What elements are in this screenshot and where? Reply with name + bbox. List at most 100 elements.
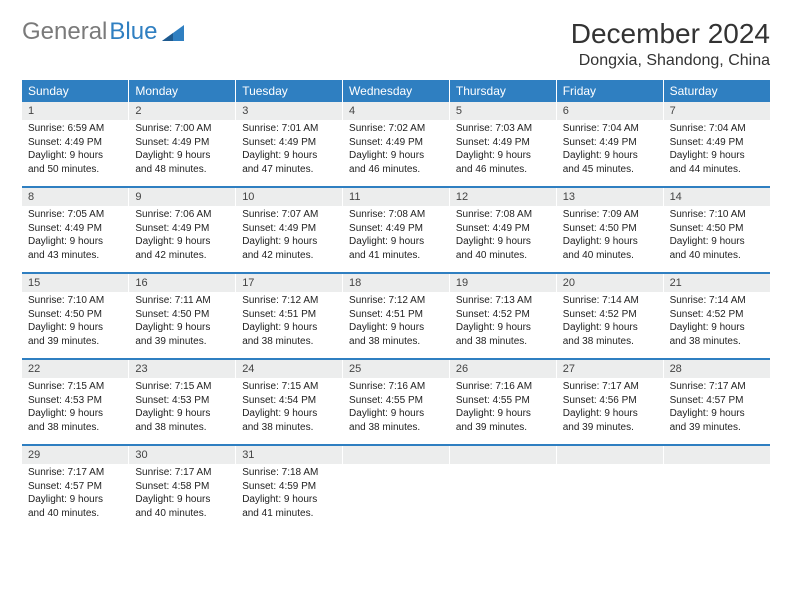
sunrise-line: Sunrise: 7:08 AM	[349, 208, 443, 222]
day-detail-cell	[449, 464, 556, 530]
sunrise-line: Sunrise: 7:18 AM	[242, 466, 336, 480]
daylight-line: Daylight: 9 hours and 40 minutes.	[563, 235, 657, 262]
sunset-line: Sunset: 4:54 PM	[242, 394, 336, 408]
sunset-line: Sunset: 4:56 PM	[563, 394, 657, 408]
daylight-line: Daylight: 9 hours and 42 minutes.	[135, 235, 229, 262]
day-detail-cell: Sunrise: 7:10 AMSunset: 4:50 PMDaylight:…	[22, 292, 129, 359]
day-number-cell: 2	[129, 102, 236, 120]
sunrise-line: Sunrise: 7:15 AM	[28, 380, 122, 394]
daylight-line: Daylight: 9 hours and 39 minutes.	[28, 321, 122, 348]
sunset-line: Sunset: 4:49 PM	[456, 136, 550, 150]
sunrise-line: Sunrise: 7:04 AM	[670, 122, 764, 136]
sunset-line: Sunset: 4:49 PM	[242, 222, 336, 236]
daylight-line: Daylight: 9 hours and 39 minutes.	[563, 407, 657, 434]
sunset-line: Sunset: 4:49 PM	[349, 222, 443, 236]
day-detail-cell: Sunrise: 7:12 AMSunset: 4:51 PMDaylight:…	[236, 292, 343, 359]
sunset-line: Sunset: 4:53 PM	[28, 394, 122, 408]
sunset-line: Sunset: 4:49 PM	[563, 136, 657, 150]
daylight-line: Daylight: 9 hours and 45 minutes.	[563, 149, 657, 176]
sunset-line: Sunset: 4:52 PM	[670, 308, 764, 322]
sunrise-line: Sunrise: 7:17 AM	[670, 380, 764, 394]
day-number-cell: 8	[22, 188, 129, 206]
sunrise-line: Sunrise: 7:17 AM	[563, 380, 657, 394]
sunrise-line: Sunrise: 7:04 AM	[563, 122, 657, 136]
col-saturday: Saturday	[663, 80, 770, 102]
day-detail-cell: Sunrise: 7:17 AMSunset: 4:57 PMDaylight:…	[22, 464, 129, 530]
day-number-cell: 20	[556, 274, 663, 292]
day-number-cell	[449, 446, 556, 464]
day-detail-cell	[556, 464, 663, 530]
day-detail-cell: Sunrise: 7:14 AMSunset: 4:52 PMDaylight:…	[556, 292, 663, 359]
sunset-line: Sunset: 4:51 PM	[242, 308, 336, 322]
sunset-line: Sunset: 4:55 PM	[349, 394, 443, 408]
day-number-row: 891011121314	[22, 188, 770, 206]
day-detail-cell: Sunrise: 7:08 AMSunset: 4:49 PMDaylight:…	[343, 206, 450, 273]
day-detail-cell: Sunrise: 7:13 AMSunset: 4:52 PMDaylight:…	[449, 292, 556, 359]
sunset-line: Sunset: 4:58 PM	[135, 480, 229, 494]
header: GeneralBlue December 2024 Dongxia, Shand…	[22, 18, 770, 70]
col-friday: Friday	[556, 80, 663, 102]
daylight-line: Daylight: 9 hours and 39 minutes.	[135, 321, 229, 348]
day-number-cell: 15	[22, 274, 129, 292]
sunrise-line: Sunrise: 7:16 AM	[349, 380, 443, 394]
day-number-cell: 10	[236, 188, 343, 206]
day-number-cell: 25	[343, 360, 450, 378]
logo-triangle-icon	[162, 25, 184, 41]
day-number-cell: 23	[129, 360, 236, 378]
day-number-row: 1234567	[22, 102, 770, 120]
day-detail-cell: Sunrise: 7:04 AMSunset: 4:49 PMDaylight:…	[556, 120, 663, 187]
daylight-line: Daylight: 9 hours and 48 minutes.	[135, 149, 229, 176]
day-detail-cell: Sunrise: 7:00 AMSunset: 4:49 PMDaylight:…	[129, 120, 236, 187]
daylight-line: Daylight: 9 hours and 46 minutes.	[349, 149, 443, 176]
day-number-cell: 9	[129, 188, 236, 206]
daylight-line: Daylight: 9 hours and 40 minutes.	[135, 493, 229, 520]
sunset-line: Sunset: 4:52 PM	[563, 308, 657, 322]
sunrise-line: Sunrise: 7:13 AM	[456, 294, 550, 308]
day-number-cell: 16	[129, 274, 236, 292]
day-number-cell: 24	[236, 360, 343, 378]
sunrise-line: Sunrise: 6:59 AM	[28, 122, 122, 136]
sunset-line: Sunset: 4:49 PM	[135, 222, 229, 236]
daylight-line: Daylight: 9 hours and 38 minutes.	[242, 407, 336, 434]
day-detail-cell: Sunrise: 7:01 AMSunset: 4:49 PMDaylight:…	[236, 120, 343, 187]
day-detail-cell: Sunrise: 7:03 AMSunset: 4:49 PMDaylight:…	[449, 120, 556, 187]
sunrise-line: Sunrise: 7:15 AM	[135, 380, 229, 394]
daylight-line: Daylight: 9 hours and 38 minutes.	[563, 321, 657, 348]
day-number-cell: 13	[556, 188, 663, 206]
day-number-cell: 17	[236, 274, 343, 292]
sunrise-line: Sunrise: 7:00 AM	[135, 122, 229, 136]
sunrise-line: Sunrise: 7:03 AM	[456, 122, 550, 136]
daylight-line: Daylight: 9 hours and 38 minutes.	[670, 321, 764, 348]
title-block: December 2024 Dongxia, Shandong, China	[571, 18, 770, 70]
day-detail-row: Sunrise: 7:10 AMSunset: 4:50 PMDaylight:…	[22, 292, 770, 359]
sunrise-line: Sunrise: 7:17 AM	[135, 466, 229, 480]
day-number-cell: 30	[129, 446, 236, 464]
sunset-line: Sunset: 4:55 PM	[456, 394, 550, 408]
sunrise-line: Sunrise: 7:14 AM	[563, 294, 657, 308]
day-detail-row: Sunrise: 7:15 AMSunset: 4:53 PMDaylight:…	[22, 378, 770, 445]
daylight-line: Daylight: 9 hours and 40 minutes.	[28, 493, 122, 520]
day-number-cell: 1	[22, 102, 129, 120]
sunset-line: Sunset: 4:50 PM	[28, 308, 122, 322]
col-tuesday: Tuesday	[236, 80, 343, 102]
logo: GeneralBlue	[22, 18, 184, 46]
col-wednesday: Wednesday	[343, 80, 450, 102]
daylight-line: Daylight: 9 hours and 38 minutes.	[242, 321, 336, 348]
sunset-line: Sunset: 4:49 PM	[670, 136, 764, 150]
daylight-line: Daylight: 9 hours and 40 minutes.	[456, 235, 550, 262]
day-detail-cell: Sunrise: 7:04 AMSunset: 4:49 PMDaylight:…	[663, 120, 770, 187]
day-detail-cell: Sunrise: 7:15 AMSunset: 4:53 PMDaylight:…	[22, 378, 129, 445]
day-number-cell: 31	[236, 446, 343, 464]
sunset-line: Sunset: 4:49 PM	[456, 222, 550, 236]
sunset-line: Sunset: 4:57 PM	[670, 394, 764, 408]
sunset-line: Sunset: 4:51 PM	[349, 308, 443, 322]
day-header-row: Sunday Monday Tuesday Wednesday Thursday…	[22, 80, 770, 102]
sunset-line: Sunset: 4:50 PM	[563, 222, 657, 236]
day-number-cell: 19	[449, 274, 556, 292]
sunrise-line: Sunrise: 7:15 AM	[242, 380, 336, 394]
day-detail-cell: Sunrise: 7:16 AMSunset: 4:55 PMDaylight:…	[449, 378, 556, 445]
day-number-row: 15161718192021	[22, 274, 770, 292]
daylight-line: Daylight: 9 hours and 38 minutes.	[456, 321, 550, 348]
sunrise-line: Sunrise: 7:11 AM	[135, 294, 229, 308]
day-detail-cell: Sunrise: 7:14 AMSunset: 4:52 PMDaylight:…	[663, 292, 770, 359]
